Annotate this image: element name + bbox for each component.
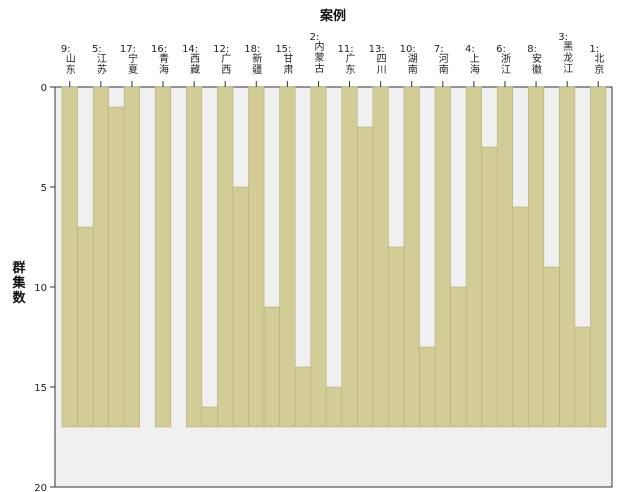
case-number: 15:	[275, 44, 291, 55]
separator-bar	[325, 386, 343, 428]
case-name: 北京	[594, 53, 604, 76]
case-number: 17:	[120, 44, 136, 55]
case-number: 16:	[151, 44, 167, 55]
case-name: 宁夏	[128, 52, 138, 76]
case-number: 9:	[61, 44, 71, 55]
case-bar	[434, 86, 451, 428]
case-number: 7:	[434, 44, 444, 55]
y-tick-label: 10	[34, 283, 47, 294]
y-tick-label: 0	[41, 83, 47, 94]
y-label-text: 群集数	[11, 260, 26, 306]
case-bar	[527, 86, 545, 428]
separator-bar	[512, 206, 529, 428]
separator-bar	[294, 366, 311, 428]
case-number: 18:	[244, 44, 260, 55]
case-bar	[465, 86, 482, 428]
case-labels: 9:山东 5:江苏 17:宁夏 16:青海 14:西藏 12:广西 18:新疆 15:甘肃 2:…	[61, 32, 604, 87]
case-bar	[92, 86, 109, 428]
case-name: 江苏	[97, 53, 107, 76]
separator-bar	[481, 146, 498, 428]
case-number: 14:	[182, 44, 198, 55]
case-bar	[186, 86, 203, 428]
separator-bar	[232, 186, 249, 428]
case-bar	[61, 86, 78, 428]
case-name: 广东	[346, 53, 356, 76]
case-number: 1:	[589, 44, 599, 55]
separator-bar	[108, 106, 125, 428]
y-tick-label: 15	[34, 383, 47, 394]
case-number: 12:	[213, 44, 229, 55]
separator-bar	[543, 266, 560, 428]
case-name: 四川	[377, 54, 387, 76]
separator-bar	[201, 406, 218, 428]
case-bar	[123, 86, 141, 428]
case-bar	[154, 86, 172, 428]
case-name: 黑龙江	[563, 41, 573, 75]
case-name: 山东	[66, 53, 76, 76]
case-name: 浙江	[501, 53, 511, 76]
case-name: 上海	[470, 53, 480, 76]
bars-group	[61, 86, 607, 428]
case-bar	[403, 86, 420, 428]
case-bar	[590, 86, 607, 428]
case-name: 安徽	[532, 52, 542, 76]
case-name: 内蒙古	[314, 40, 324, 75]
y-axis: 0 5 10 15 20	[34, 83, 55, 492]
separator-bar	[450, 286, 467, 428]
case-number: 13:	[369, 44, 385, 55]
separator-bar	[574, 326, 591, 428]
separator-bar	[263, 306, 280, 428]
case-bar	[496, 86, 514, 428]
case-number: 8:	[527, 44, 537, 55]
y-tick-label: 20	[34, 483, 47, 492]
case-name: 河南	[439, 53, 449, 76]
case-bar	[248, 86, 265, 428]
case-name: 青海	[159, 52, 169, 76]
case-name: 湖南	[408, 53, 418, 76]
case-number: 5:	[92, 44, 102, 55]
case-number: 2:	[310, 32, 320, 43]
y-tick-label: 5	[41, 183, 47, 194]
case-name: 广西	[221, 53, 231, 76]
case-number: 11:	[337, 44, 353, 55]
case-name: 西藏	[190, 54, 200, 76]
case-bar	[372, 86, 389, 428]
case-number: 3:	[558, 32, 568, 43]
case-bar	[559, 86, 576, 428]
chart-title: 案例	[319, 8, 346, 24]
case-name: 甘肃	[283, 52, 293, 76]
separator-bar	[357, 126, 374, 428]
case-number: 10:	[400, 44, 416, 55]
case-bar	[310, 86, 327, 428]
separator-bar	[388, 246, 405, 428]
case-bar	[217, 86, 234, 428]
case-number: 6:	[496, 44, 506, 55]
y-axis-label: 群集数	[11, 260, 26, 306]
separator-bar	[419, 346, 436, 428]
separator-bar	[77, 226, 94, 428]
case-bar	[279, 86, 296, 428]
case-bar	[341, 86, 358, 428]
case-name: 新疆	[252, 52, 262, 76]
case-number: 4:	[465, 44, 475, 55]
